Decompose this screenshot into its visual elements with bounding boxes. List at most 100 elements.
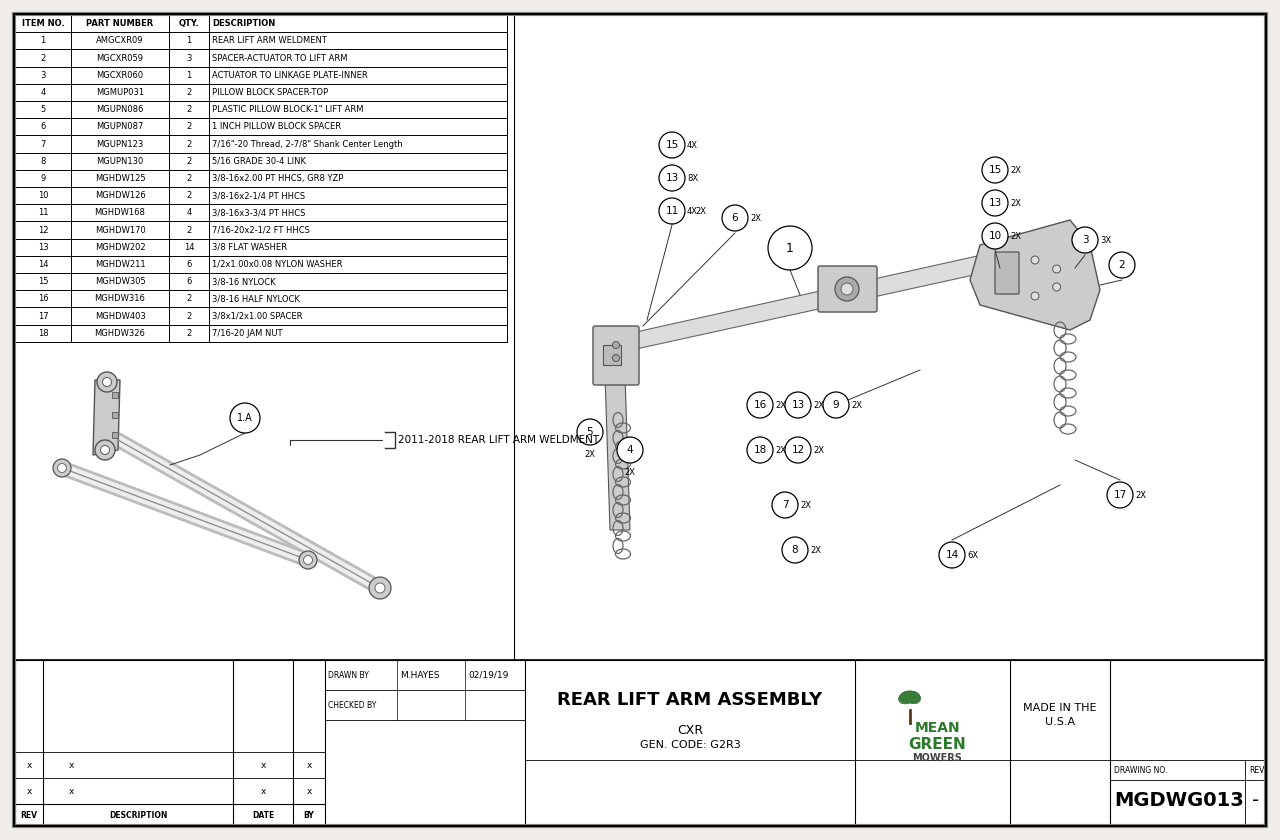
Circle shape: [101, 445, 110, 454]
Text: 2X: 2X: [813, 401, 824, 410]
Circle shape: [785, 437, 812, 463]
Circle shape: [1010, 283, 1018, 291]
Text: 5: 5: [41, 105, 46, 114]
Text: MGMUP031: MGMUP031: [96, 88, 145, 97]
Text: 10: 10: [988, 231, 1001, 241]
Text: 12: 12: [791, 445, 805, 455]
Text: 13: 13: [791, 400, 805, 410]
Text: 13: 13: [988, 198, 1002, 208]
Text: MGUPN123: MGUPN123: [96, 139, 143, 149]
Circle shape: [748, 392, 773, 418]
Circle shape: [782, 537, 808, 563]
Text: -: -: [1252, 790, 1260, 810]
Bar: [15, 660, 1266, 826]
Text: 6: 6: [187, 260, 192, 269]
Text: 3: 3: [40, 71, 46, 80]
Text: 2X: 2X: [585, 450, 595, 459]
Text: DESCRIPTION: DESCRIPTION: [212, 19, 275, 28]
Circle shape: [1030, 256, 1039, 264]
Text: 5/16 GRADE 30-4 LINK: 5/16 GRADE 30-4 LINK: [212, 157, 306, 165]
Circle shape: [768, 226, 812, 270]
Text: 16: 16: [37, 294, 49, 303]
Text: MGHDW326: MGHDW326: [95, 328, 146, 338]
Text: 1: 1: [786, 242, 794, 255]
Text: 2X: 2X: [1010, 232, 1021, 240]
Text: 3X: 3X: [1100, 235, 1111, 244]
Text: PART NUMBER: PART NUMBER: [86, 19, 154, 28]
Text: MGHDW305: MGHDW305: [95, 277, 146, 286]
Ellipse shape: [900, 691, 920, 703]
Text: 2: 2: [187, 312, 192, 321]
Circle shape: [1052, 265, 1061, 273]
Text: 4: 4: [627, 445, 634, 455]
Text: 4: 4: [41, 88, 46, 97]
Text: GREEN: GREEN: [909, 737, 966, 752]
Text: 4: 4: [187, 208, 192, 218]
Text: 15: 15: [988, 165, 1002, 175]
Text: PILLOW BLOCK SPACER-TOP: PILLOW BLOCK SPACER-TOP: [212, 88, 328, 97]
Text: 7/16-20 JAM NUT: 7/16-20 JAM NUT: [212, 328, 283, 338]
Text: MOWERS: MOWERS: [913, 753, 963, 763]
Text: 3: 3: [1082, 235, 1088, 245]
Text: 15: 15: [666, 140, 678, 150]
Text: 14: 14: [37, 260, 49, 269]
Text: 3: 3: [187, 54, 192, 62]
Circle shape: [659, 198, 685, 224]
Text: CHECKED BY: CHECKED BY: [328, 701, 376, 710]
Bar: [113, 392, 118, 398]
Text: 4X: 4X: [687, 207, 698, 216]
Bar: [113, 412, 118, 418]
Text: x: x: [27, 760, 32, 769]
Text: CXR: CXR: [677, 723, 703, 737]
Text: MGUPN086: MGUPN086: [96, 105, 143, 114]
Text: 3/8-16x2-1/4 PT HHCS: 3/8-16x2-1/4 PT HHCS: [212, 192, 305, 200]
Text: 3/8-16 HALF NYLOCK: 3/8-16 HALF NYLOCK: [212, 294, 300, 303]
Text: 1: 1: [41, 36, 46, 45]
Text: x: x: [69, 760, 74, 769]
Text: REAR LIFT ARM WELDMENT: REAR LIFT ARM WELDMENT: [212, 36, 326, 45]
Text: MEAN: MEAN: [915, 721, 960, 735]
Circle shape: [102, 377, 111, 386]
Circle shape: [52, 459, 70, 477]
Text: ITEM NO.: ITEM NO.: [22, 19, 64, 28]
Circle shape: [1010, 265, 1018, 273]
Text: 2X: 2X: [625, 468, 635, 477]
Text: 2: 2: [41, 54, 46, 62]
Circle shape: [1052, 283, 1061, 291]
Text: 3/8-16 NYLOCK: 3/8-16 NYLOCK: [212, 277, 275, 286]
Text: MGUPN130: MGUPN130: [96, 157, 143, 165]
Text: 2X: 2X: [750, 213, 762, 223]
Text: x: x: [69, 786, 74, 795]
Circle shape: [613, 354, 620, 361]
Text: 13: 13: [37, 243, 49, 252]
Circle shape: [835, 277, 859, 301]
Text: REAR LIFT ARM ASSEMBLY: REAR LIFT ARM ASSEMBLY: [557, 691, 823, 709]
Circle shape: [659, 132, 685, 158]
Text: 6: 6: [732, 213, 739, 223]
Text: MGDWG013: MGDWG013: [1114, 790, 1244, 810]
Text: 02/19/19: 02/19/19: [468, 670, 508, 680]
Text: GEN. CODE: G2R3: GEN. CODE: G2R3: [640, 740, 740, 750]
Text: 10: 10: [37, 192, 49, 200]
Circle shape: [823, 392, 849, 418]
Circle shape: [617, 437, 643, 463]
Bar: [15, 15, 507, 342]
Text: 4X: 4X: [687, 140, 698, 150]
Text: BY: BY: [303, 811, 315, 820]
Text: x: x: [306, 786, 312, 795]
Text: MGHDW202: MGHDW202: [95, 243, 146, 252]
Text: MGHDW126: MGHDW126: [95, 192, 146, 200]
Text: x: x: [260, 786, 266, 795]
Text: 2X: 2X: [1010, 165, 1021, 175]
Text: MGCXR060: MGCXR060: [96, 71, 143, 80]
FancyBboxPatch shape: [593, 326, 639, 385]
Text: 5: 5: [586, 427, 594, 437]
FancyBboxPatch shape: [995, 252, 1019, 294]
Text: DRAWING NO.: DRAWING NO.: [1114, 765, 1167, 774]
Text: 14: 14: [946, 550, 959, 560]
Text: 2: 2: [1119, 260, 1125, 270]
Circle shape: [300, 551, 317, 569]
Text: DESCRIPTION: DESCRIPTION: [109, 811, 168, 820]
Text: 2: 2: [187, 225, 192, 234]
Text: MGHDW168: MGHDW168: [95, 208, 146, 218]
